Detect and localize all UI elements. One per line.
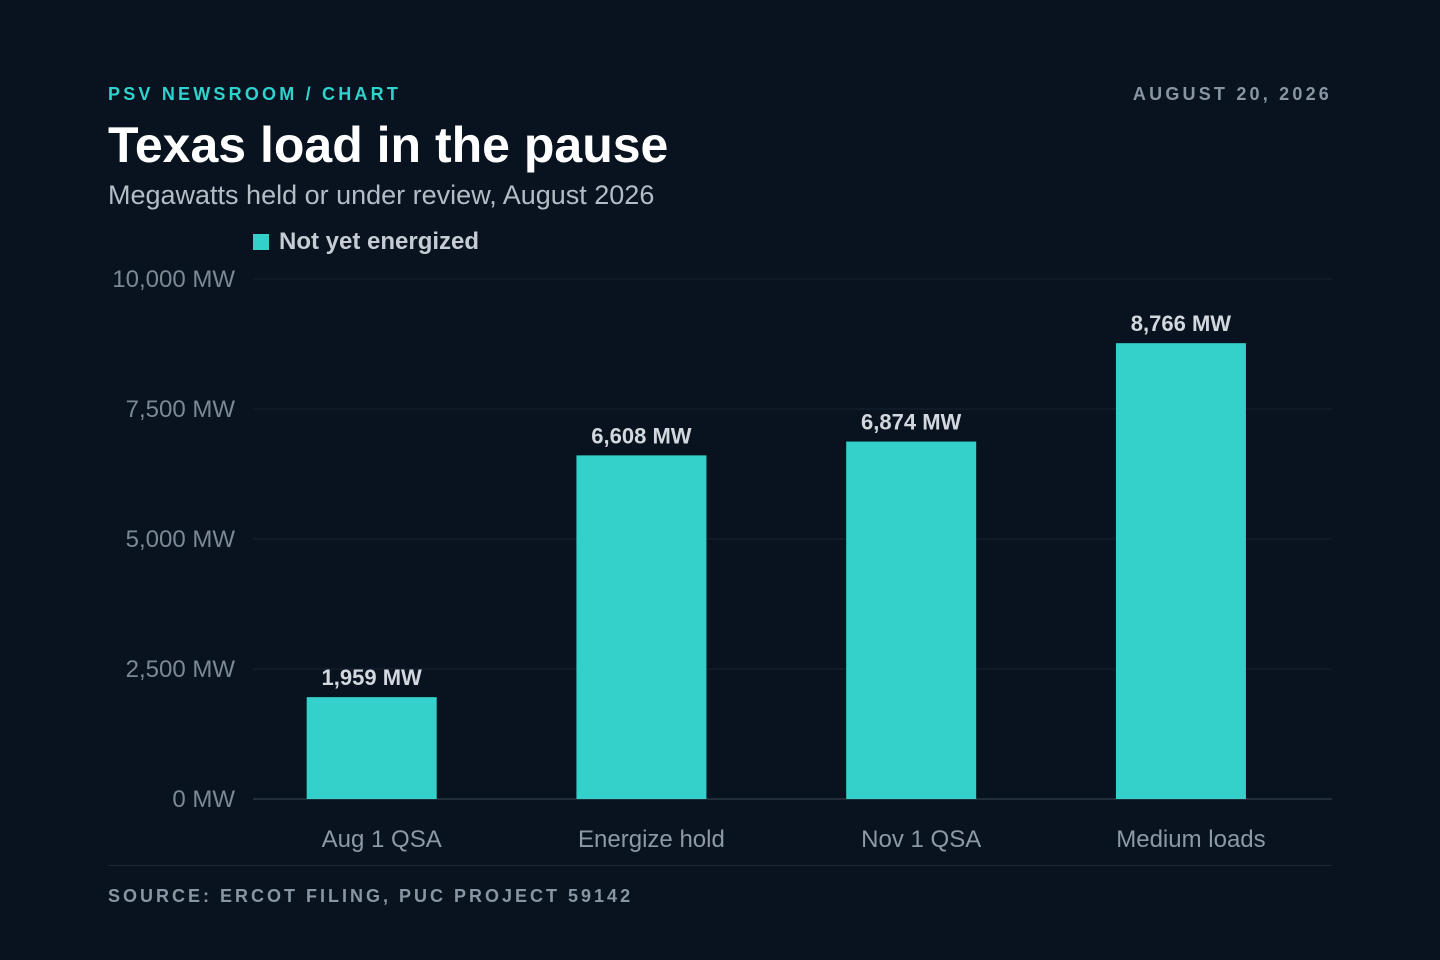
x-tick-label: Medium loads xyxy=(1116,826,1265,853)
x-tick-label: Aug 1 QSA xyxy=(322,826,442,853)
legend-label: Not yet energized xyxy=(279,228,480,255)
x-tick-label: Energize hold xyxy=(578,826,725,853)
y-tick-label: 7,500 MW xyxy=(126,396,236,423)
chart-subtitle: Megawatts held or under review, August 2… xyxy=(108,180,655,210)
source-note: SOURCE: ERCOT FILING, PUC PROJECT 59142 xyxy=(108,886,634,906)
footer-divider xyxy=(108,865,1332,866)
data-label: 6,874 MW xyxy=(861,410,961,435)
y-tick-label: 0 MW xyxy=(172,786,235,813)
x-tick-label: Nov 1 QSA xyxy=(861,826,981,853)
data-label: 8,766 MW xyxy=(1131,311,1231,336)
legend-swatch xyxy=(253,234,269,250)
y-tick-label: 2,500 MW xyxy=(126,656,236,683)
bar xyxy=(1115,343,1246,799)
data-label: 1,959 MW xyxy=(322,665,422,690)
chart-kicker: PSV NEWSROOM / CHART xyxy=(108,84,402,104)
bar xyxy=(846,441,977,799)
bar xyxy=(306,697,437,799)
publication-date: AUGUST 20, 2026 xyxy=(1132,84,1332,104)
y-tick-label: 5,000 MW xyxy=(126,526,236,553)
chart-title: Texas load in the pause xyxy=(108,117,669,173)
y-tick-label: 10,000 MW xyxy=(112,266,235,293)
data-label: 6,608 MW xyxy=(591,423,691,448)
bar xyxy=(576,455,707,799)
chart-legend: Not yet energized xyxy=(253,228,479,256)
